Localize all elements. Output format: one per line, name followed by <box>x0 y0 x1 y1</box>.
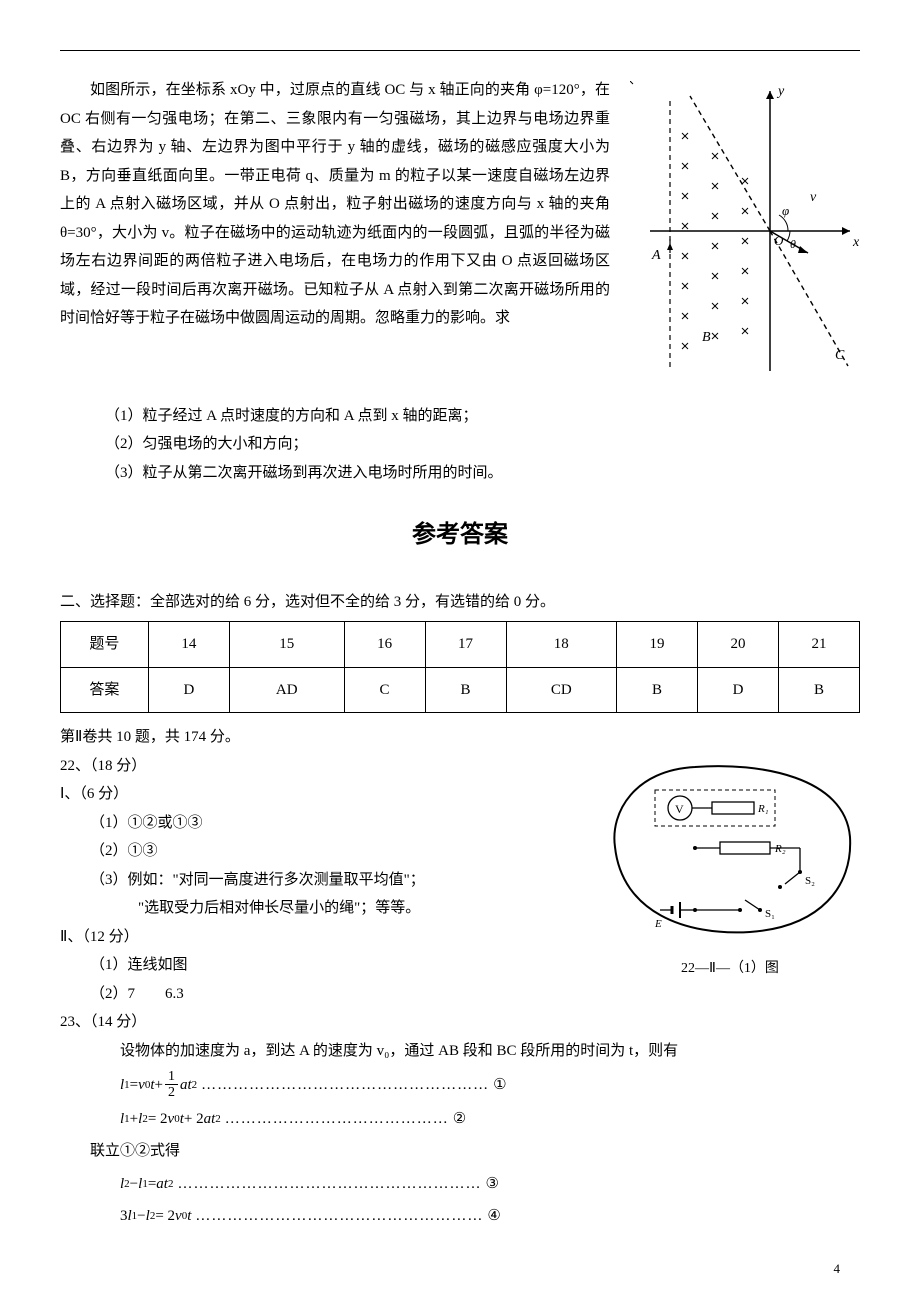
svg-text:R₂: R₂ <box>774 843 786 855</box>
q23-head: 23、（14 分） <box>60 1008 860 1037</box>
eq-num: ② <box>453 1105 466 1134</box>
top-rule <box>60 50 860 51</box>
q22-block: 22、（18 分） Ⅰ、（6 分） （1）①②或①③ （2）①③ （3）例如："… <box>60 752 860 1009</box>
q22-I3b: "选取受力后相对伸长尽量小的绳"；等等。 <box>138 894 585 923</box>
sub-question-3: （3）粒子从第二次离开磁场到再次进入电场时所用的时间。 <box>105 459 860 488</box>
part2-header: 第Ⅱ卷共 10 题，共 174 分。 <box>60 723 860 752</box>
svg-text:v: v <box>810 190 817 205</box>
svg-text:A: A <box>651 248 661 263</box>
svg-text:V: V <box>675 802 684 816</box>
cell: AD <box>229 667 344 713</box>
equation-2: l1 + l2 = 2v0t + 2at2 …………………………………… ② <box>120 1105 860 1134</box>
circuit-figure: V R₁ R₂ S₂ S₁ <box>600 752 860 1009</box>
svg-text:φ: φ <box>782 203 789 218</box>
eq-num: ① <box>493 1071 506 1100</box>
q23-join: 联立①②式得 <box>90 1137 860 1166</box>
eq-num: ④ <box>487 1202 500 1231</box>
svg-text:C: C <box>835 348 845 363</box>
cell: 19 <box>617 622 698 668</box>
sub-question-1: （1）粒子经过 A 点时速度的方向和 A 点到 x 轴的距离； <box>105 402 860 431</box>
answer-table: 题号 14 15 16 17 18 19 20 21 答案 D AD C B C… <box>60 621 860 713</box>
coordinate-diagram: x y O C φ θ v <box>630 76 860 392</box>
q23-intro: 设物体的加速度为 a，到达 A 的速度为 v₀，通过 AB 段和 BC 段所用的… <box>90 1037 860 1066</box>
problem-block: 如图所示，在坐标系 xOy 中，过原点的直线 OC 与 x 轴正向的夹角 φ=1… <box>60 76 860 392</box>
q22-I3a: （3）例如："对同一高度进行多次测量取平均值"； <box>90 866 585 895</box>
eq-num: ③ <box>485 1170 498 1199</box>
cell: CD <box>506 667 617 713</box>
svg-text:B: B <box>702 330 711 345</box>
sub-question-2: （2）匀强电场的大小和方向； <box>105 430 860 459</box>
cell: 15 <box>229 622 344 668</box>
cell: B <box>425 667 506 713</box>
equation-4: 3l1 − l2 = 2v0t ……………………………………………… ④ <box>120 1202 860 1231</box>
svg-text:S₁: S₁ <box>765 908 775 920</box>
problem-body: 如图所示，在坐标系 xOy 中，过原点的直线 OC 与 x 轴正向的夹角 φ=1… <box>60 76 610 392</box>
q22-I: Ⅰ、（6 分） <box>60 780 585 809</box>
cell: B <box>779 667 860 713</box>
cell: D <box>698 667 779 713</box>
equation-1: l1 = v0t + 12 at2 ……………………………………………… ① <box>120 1069 860 1101</box>
cell: 18 <box>506 622 617 668</box>
q22-I2: （2）①③ <box>90 837 585 866</box>
q22-II1: （1）连线如图 <box>90 951 585 980</box>
cell: C <box>344 667 425 713</box>
cell: 17 <box>425 622 506 668</box>
mc-header: 二、选择题：全部选对的给 6 分，选对但不全的给 3 分，有选错的给 0 分。 <box>60 588 860 617</box>
q22-I1: （1）①②或①③ <box>90 809 585 838</box>
svg-text:x: x <box>852 235 860 250</box>
svg-text:E: E <box>654 918 662 930</box>
svg-text:R₁: R₁ <box>757 803 769 815</box>
svg-text:y: y <box>776 84 785 99</box>
cell: 14 <box>148 622 229 668</box>
svg-text:S₂: S₂ <box>805 875 815 887</box>
cell: B <box>617 667 698 713</box>
cell: 16 <box>344 622 425 668</box>
q22-II2: （2）7 6.3 <box>90 980 585 1009</box>
answer-heading: 参考答案 <box>60 512 860 558</box>
q22-head: 22、（18 分） <box>60 752 585 781</box>
cell: D <box>148 667 229 713</box>
row-label-ans: 答案 <box>61 667 149 713</box>
equation-3: l2 − l1 = at2 ………………………………………………… ③ <box>120 1170 860 1199</box>
q22-II: Ⅱ、（12 分） <box>60 923 585 952</box>
circuit-caption: 22—Ⅱ—（1）图 <box>600 956 860 983</box>
cell: 20 <box>698 622 779 668</box>
row-label-num: 题号 <box>61 622 149 668</box>
page-number: 4 <box>834 1257 841 1282</box>
cell: 21 <box>779 622 860 668</box>
